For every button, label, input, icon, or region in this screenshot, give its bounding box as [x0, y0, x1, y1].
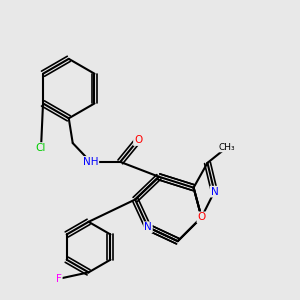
Text: Cl: Cl — [36, 143, 46, 153]
Text: O: O — [134, 135, 142, 145]
Text: N: N — [211, 187, 218, 196]
Text: CH₃: CH₃ — [219, 142, 236, 152]
Text: F: F — [56, 274, 62, 284]
Text: N: N — [144, 222, 152, 232]
Text: O: O — [197, 212, 206, 222]
Text: NH: NH — [83, 157, 98, 167]
